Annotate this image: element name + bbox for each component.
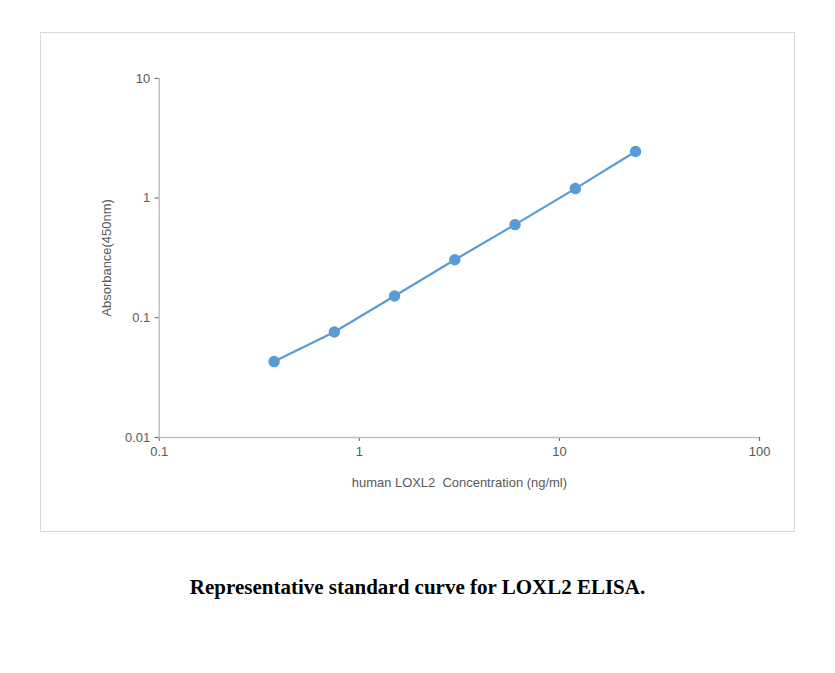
svg-text:Absorbance(450nm): Absorbance(450nm) <box>99 199 114 316</box>
svg-text:human LOXL2 Concentration (ng: human LOXL2 Concentration (ng/ml) <box>352 475 567 490</box>
svg-text:10: 10 <box>552 444 566 459</box>
html-text:Representative standard curve: Representative standard curve for LOXL2 … <box>189 575 646 599</box>
svg-text:0.01: 0.01 <box>125 430 150 445</box>
svg-text:1: 1 <box>143 190 150 205</box>
svg-text:10: 10 <box>136 71 150 86</box>
svg-text:1: 1 <box>356 444 363 459</box>
svg-text:100: 100 <box>749 444 771 459</box>
svg-text:0.1: 0.1 <box>132 310 150 325</box>
svg-text:0.1: 0.1 <box>150 444 168 459</box>
